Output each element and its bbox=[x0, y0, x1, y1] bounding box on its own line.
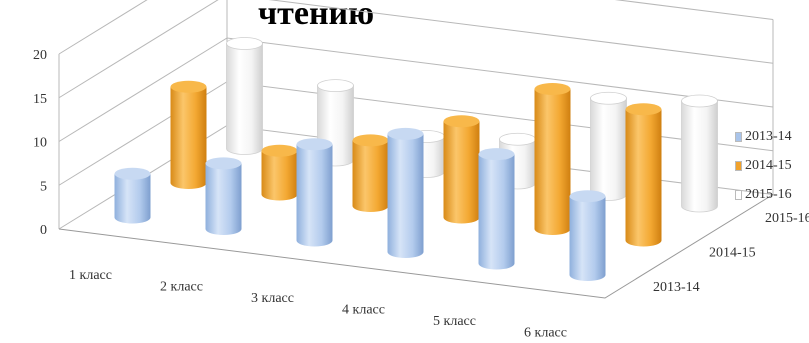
floor-edge bbox=[58, 194, 774, 299]
bar-top bbox=[681, 94, 718, 108]
depth-label: 2014-15 bbox=[709, 245, 756, 260]
legend-label: 2014-15 bbox=[745, 157, 792, 173]
bar-body bbox=[569, 196, 606, 281]
bar bbox=[569, 190, 606, 281]
bar bbox=[590, 91, 627, 201]
bar-top bbox=[625, 103, 662, 116]
depth-label: 2015-16 bbox=[765, 211, 809, 226]
bar bbox=[261, 144, 298, 201]
bar bbox=[681, 94, 718, 213]
category-label: 5 класс bbox=[433, 314, 476, 329]
bar bbox=[625, 103, 662, 247]
bar-top bbox=[296, 138, 333, 151]
y-tick-label: 10 bbox=[33, 136, 47, 151]
bar-top bbox=[590, 91, 627, 105]
y-tick-label: 5 bbox=[40, 179, 47, 194]
bars bbox=[114, 37, 718, 281]
bar-body bbox=[205, 163, 242, 235]
legend: 2013-14 2014-15 2015-16 bbox=[735, 122, 792, 209]
bar-body bbox=[478, 154, 515, 270]
legend-item: 2015-16 bbox=[735, 180, 792, 209]
bar-body bbox=[261, 150, 298, 201]
bar bbox=[443, 115, 480, 224]
bar-body bbox=[443, 121, 480, 224]
bar-top bbox=[114, 167, 151, 180]
bar-top bbox=[443, 115, 480, 128]
bar-body bbox=[296, 144, 333, 247]
legend-item: 2013-14 bbox=[735, 122, 792, 151]
bar-top bbox=[387, 127, 424, 140]
bar-top bbox=[569, 190, 606, 203]
bar-top bbox=[499, 132, 536, 146]
bar bbox=[205, 157, 242, 235]
bar-body bbox=[170, 86, 207, 189]
bar bbox=[114, 167, 151, 224]
legend-label: 2015-16 bbox=[745, 186, 792, 202]
bar-body bbox=[226, 43, 263, 155]
legend-label: 2013-14 bbox=[745, 128, 792, 144]
bar-body bbox=[114, 173, 151, 224]
bar bbox=[352, 134, 389, 213]
gridline bbox=[58, 0, 774, 99]
y-tick-label: 15 bbox=[33, 92, 47, 107]
bar-top bbox=[261, 144, 298, 157]
bar-body bbox=[387, 133, 424, 258]
bar-top bbox=[478, 148, 515, 161]
category-label: 3 класс bbox=[251, 291, 294, 306]
bar bbox=[226, 37, 263, 155]
legend-swatch bbox=[735, 160, 742, 171]
bar bbox=[534, 83, 571, 235]
legend-item: 2014-15 bbox=[735, 151, 792, 180]
bar bbox=[296, 138, 333, 247]
gridline bbox=[58, 0, 774, 55]
axis-labels: 0 5 10 15 20 1 класс 2 класс 3 класс 4 класс 5 кл… bbox=[33, 48, 809, 340]
bar bbox=[387, 127, 424, 258]
bar-top bbox=[170, 80, 207, 93]
category-label: 4 класс bbox=[342, 302, 385, 317]
gridline bbox=[58, 37, 774, 142]
bar-top bbox=[317, 79, 354, 93]
bar-body bbox=[625, 109, 662, 247]
legend-swatch bbox=[735, 131, 742, 142]
depth-label: 2013-14 bbox=[653, 280, 700, 295]
bar bbox=[478, 148, 515, 270]
bar-top bbox=[205, 157, 242, 170]
bar-body bbox=[681, 100, 718, 213]
category-label: 2 класс bbox=[160, 279, 203, 294]
bar-body bbox=[590, 97, 627, 201]
bar-body bbox=[534, 89, 571, 235]
legend-swatch bbox=[735, 189, 742, 200]
bar-top bbox=[226, 37, 263, 50]
bar-body bbox=[352, 140, 389, 213]
y-tick-label: 20 bbox=[33, 48, 47, 63]
y-tick-label: 0 bbox=[40, 223, 47, 238]
bar-top bbox=[534, 83, 571, 95]
bar bbox=[170, 80, 207, 189]
category-label: 1 класс bbox=[69, 268, 112, 283]
category-label: 6 класс bbox=[524, 325, 567, 340]
bar-top bbox=[352, 134, 389, 147]
